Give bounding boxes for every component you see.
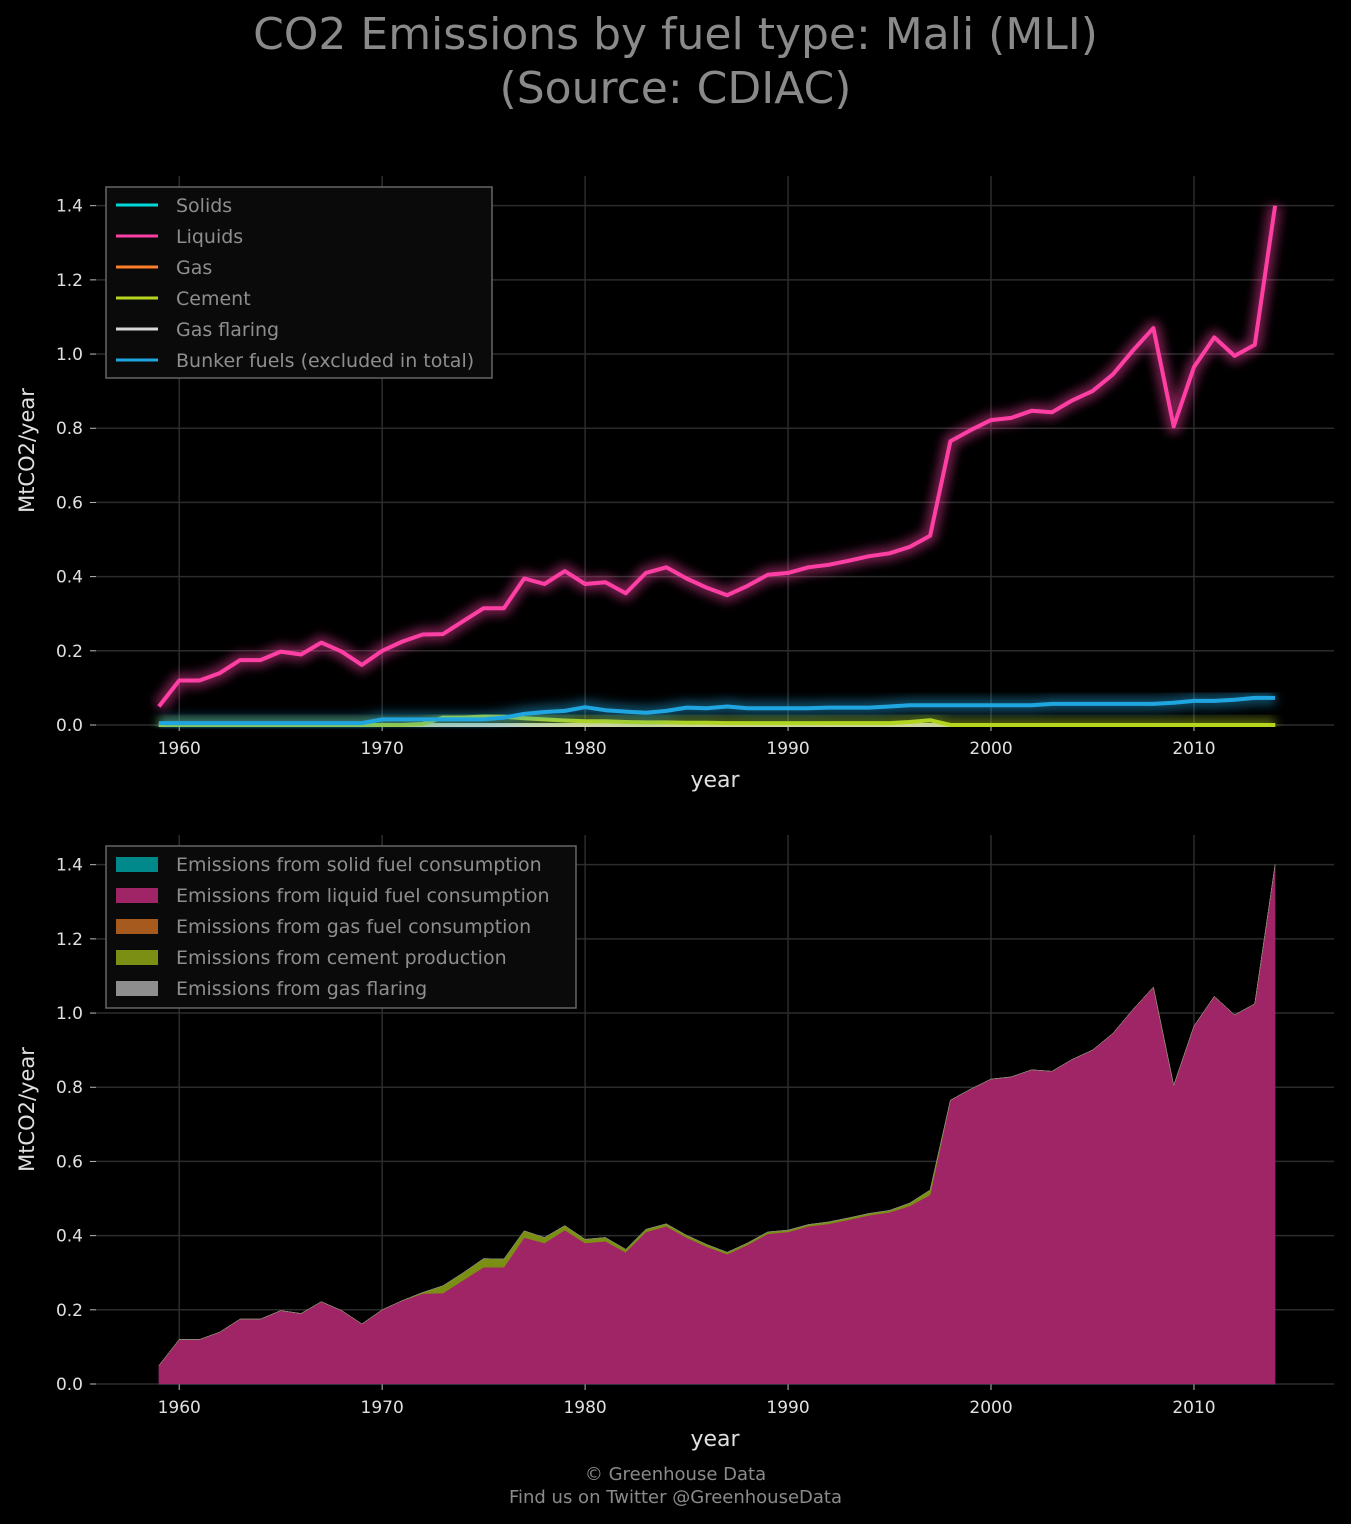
- legend-entry: Emissions from cement production: [116, 947, 507, 969]
- y-tick-label: 0.4: [56, 1227, 83, 1247]
- y-tick-label: 0.0: [56, 716, 83, 736]
- x-tick-label: 1960: [158, 1398, 201, 1418]
- line-chart-panel: 1960 1970 1980 1990 2000 2010 0.0 0.2 0.4 0.6 0.8 1…: [15, 176, 1334, 793]
- y-tick-label: 1.4: [56, 856, 83, 876]
- legend-entry: Bunker fuels (excluded in total): [116, 350, 474, 372]
- y-tick-label: 1.0: [56, 345, 83, 365]
- series-areas: [158, 864, 1276, 1385]
- legend-entry: Emissions from solid fuel consumption: [116, 854, 542, 876]
- legend-label: Cement: [176, 288, 251, 310]
- y-tick-label: 1.2: [56, 271, 83, 291]
- legend-swatch: [116, 857, 158, 872]
- y-tick-label: 0.2: [56, 642, 83, 662]
- series-line-bunker: [158, 695, 1276, 726]
- x-tick-label: 2010: [1172, 739, 1215, 759]
- area-chart-panel: 1960 1970 1980 1990 2000 2010 0.0 0.2 0.4 0.6 0.8 1…: [15, 835, 1334, 1452]
- x-tick-label: 1980: [563, 1398, 606, 1418]
- y-axis-label: MtCO2/year: [15, 388, 39, 513]
- x-tick-label: 1970: [361, 739, 404, 759]
- legend-entry: Emissions from gas flaring: [116, 978, 427, 1000]
- y-tick-label: 1.0: [56, 1004, 83, 1024]
- legend-label: Solids: [176, 195, 232, 217]
- legend-entry: Solids: [116, 195, 232, 217]
- y-axis-label: MtCO2/year: [15, 1047, 39, 1172]
- legend-label: Emissions from gas flaring: [176, 978, 427, 1000]
- y-tick-label: 0.8: [56, 419, 83, 439]
- x-tick-label: 2000: [969, 739, 1012, 759]
- area-area_flaring: [158, 864, 1276, 1366]
- legend-entry: Cement: [116, 288, 251, 310]
- y-tick-label: 0.6: [56, 493, 83, 513]
- legend-label: Emissions from gas fuel consumption: [176, 916, 531, 938]
- axes: 1960 1970 1980 1990 2000 2010 0.0 0.2 0.4 0.6 0.8 1…: [15, 856, 1216, 1452]
- axes: 1960 1970 1980 1990 2000 2010 0.0 0.2 0.4 0.6 0.8 1…: [15, 197, 1216, 793]
- y-tick-label: 0.2: [56, 1301, 83, 1321]
- legend-swatch: [116, 950, 158, 965]
- legend-label: Bunker fuels (excluded in total): [176, 350, 474, 372]
- chart-title-line2: (Source: CDIAC): [499, 63, 852, 114]
- legend-label: Emissions from liquid fuel consumption: [176, 885, 550, 907]
- legend-entry: Gas flaring: [116, 319, 279, 341]
- x-axis-label: year: [690, 1427, 740, 1452]
- legend-label: Liquids: [176, 226, 243, 248]
- x-tick-label: 1990: [766, 739, 809, 759]
- legend-entry: Emissions from liquid fuel consumption: [116, 885, 550, 907]
- y-tick-label: 1.2: [56, 930, 83, 950]
- y-tick-label: 1.4: [56, 197, 83, 217]
- legend-label: Gas flaring: [176, 319, 279, 341]
- chart-title: CO2 Emissions by fuel type: Mali (MLI) (…: [0, 8, 1351, 116]
- legend-frame: [105, 186, 493, 379]
- footer-copyright: © Greenhouse Data: [584, 1464, 767, 1485]
- legend-swatch: [116, 888, 158, 903]
- legend-entry: Liquids: [116, 226, 243, 248]
- legend: Emissions from solid fuel consumption Emi…: [105, 845, 577, 1009]
- series-lines: [153, 204, 1283, 732]
- footer: © Greenhouse Data Find us on Twitter @Gr…: [0, 1463, 1351, 1509]
- legend-entry: Gas: [116, 257, 212, 279]
- x-tick-label: 1970: [361, 1398, 404, 1418]
- legend-label: Emissions from solid fuel consumption: [176, 854, 542, 876]
- series-line-liquids: [157, 205, 1278, 708]
- charts-canvas: 1960 1970 1980 1990 2000 2010 0.0 0.2 0.4 0.6 0.8 1…: [15, 176, 1334, 1452]
- y-tick-label: 0.4: [56, 568, 83, 588]
- legend-swatch: [116, 919, 158, 934]
- footer-twitter: Find us on Twitter @GreenhouseData: [508, 1487, 843, 1508]
- legend-swatch: [116, 981, 158, 996]
- legend: Solids Liquids Gas Cement Gas flaring Bunker …: [105, 186, 493, 379]
- legend-label: Emissions from cement production: [176, 947, 507, 969]
- legend-frame: [105, 845, 577, 1009]
- y-tick-label: 0.8: [56, 1078, 83, 1098]
- x-tick-label: 2010: [1172, 1398, 1215, 1418]
- x-axis-label: year: [690, 768, 740, 793]
- x-tick-label: 1980: [563, 739, 606, 759]
- y-tick-label: 0.0: [56, 1375, 83, 1395]
- legend-entry: Emissions from gas fuel consumption: [116, 916, 531, 938]
- x-tick-label: 2000: [969, 1398, 1012, 1418]
- x-tick-label: 1990: [766, 1398, 809, 1418]
- x-tick-label: 1960: [158, 739, 201, 759]
- y-tick-label: 0.6: [56, 1152, 83, 1172]
- chart-title-line1: CO2 Emissions by fuel type: Mali (MLI): [253, 9, 1098, 60]
- legend-label: Gas: [176, 257, 212, 279]
